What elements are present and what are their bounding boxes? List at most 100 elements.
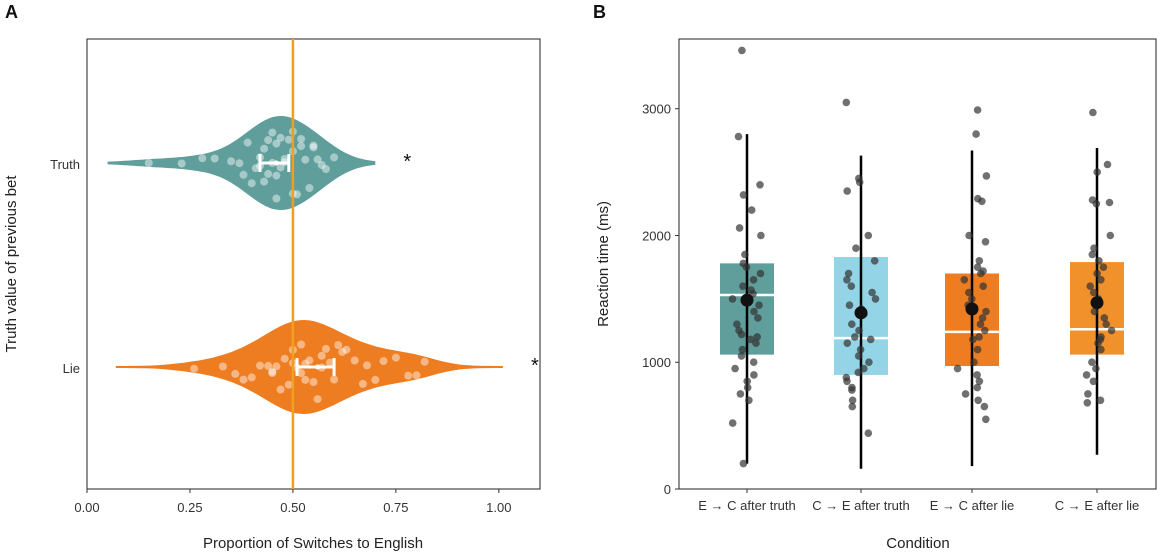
data-point-3-19 (1102, 320, 1110, 329)
mean-dot-1 (854, 306, 868, 320)
category-label-3: C → E after lie (1055, 498, 1140, 513)
violin-point-lie-6 (264, 361, 273, 370)
x-tick-label-3: 0.75 (383, 500, 408, 515)
data-point-3-1 (1103, 160, 1112, 169)
data-point-2-14 (968, 295, 976, 303)
data-point-2-7 (975, 257, 984, 265)
violin-point-lie-26 (371, 375, 380, 384)
data-point-0-4 (747, 206, 756, 214)
data-point-3-6 (1106, 231, 1115, 240)
data-point-0-1 (734, 132, 743, 141)
violin-point-lie-1 (218, 362, 227, 371)
panel-b-frame (678, 38, 1157, 490)
data-point-2-30 (980, 402, 989, 411)
data-point-0-6 (757, 231, 765, 240)
violin-point-lie-10 (280, 354, 289, 363)
data-point-1-17 (851, 333, 859, 341)
data-point-3-10 (1099, 263, 1108, 272)
violin-point-lie-33 (284, 380, 293, 389)
data-point-3-28 (1089, 377, 1098, 386)
panel-a-frame (86, 38, 541, 490)
data-point-0-16 (755, 301, 763, 310)
group-label-truth: Truth (50, 157, 80, 172)
mean-dot-0 (740, 293, 754, 307)
data-point-3-8 (1088, 250, 1097, 259)
violin-point-truth-25 (301, 155, 310, 164)
data-point-2-17 (978, 314, 987, 322)
data-point-3-31 (1083, 399, 1092, 407)
violin-point-truth-10 (260, 144, 269, 153)
data-point-2-27 (973, 383, 982, 392)
y-tick-label-0: 0 (664, 482, 671, 497)
mean-marker-truth (273, 160, 279, 166)
group-label-lie: Lie (63, 361, 80, 376)
violin-point-truth-27 (309, 143, 318, 152)
data-point-0-7 (741, 250, 749, 259)
data-point-3-25 (1088, 358, 1096, 367)
data-point-0-34 (728, 419, 737, 427)
violin-point-truth-28 (313, 155, 322, 164)
violin-point-truth-32 (264, 136, 273, 145)
violin-layer: * * 0.00 0.25 0.50 0.75 1.00 (74, 39, 539, 515)
violin-point-truth-2 (198, 154, 207, 163)
data-point-0-18 (754, 314, 762, 322)
data-point-0-15 (728, 295, 737, 303)
violin-point-truth-20 (284, 135, 293, 144)
violin-point-truth-17 (276, 133, 285, 142)
data-point-0-5 (735, 224, 744, 232)
data-point-1-29 (848, 396, 857, 405)
data-point-1-21 (854, 352, 863, 360)
violin-point-truth-35 (297, 142, 306, 151)
violin-point-lie-0 (190, 364, 199, 373)
data-point-0-3 (739, 191, 748, 199)
violin-point-lie-36 (334, 341, 343, 350)
data-point-1-4 (864, 231, 873, 240)
violin-point-truth-33 (272, 194, 281, 203)
panel-b-x-title: Condition (886, 535, 949, 552)
violin-point-lie-31 (420, 357, 429, 366)
data-point-2-10 (977, 269, 985, 278)
data-point-2-21 (969, 335, 977, 344)
data-point-2-29 (974, 396, 982, 405)
data-point-1-30 (848, 402, 857, 411)
significance-lie: * (531, 355, 539, 377)
data-point-1-22 (865, 358, 873, 367)
data-point-1-23 (860, 364, 868, 373)
violin-point-truth-11 (260, 177, 269, 186)
violin-point-lie-5 (256, 361, 264, 370)
violin-point-truth-15 (272, 139, 281, 148)
data-point-2-0 (973, 106, 982, 114)
violin-point-truth-30 (321, 165, 330, 173)
violin-point-truth-24 (297, 135, 306, 143)
data-point-1-3 (843, 187, 851, 195)
data-point-0-12 (739, 282, 747, 291)
data-point-2-19 (981, 326, 989, 335)
data-point-1-28 (848, 386, 856, 394)
data-point-1-8 (843, 276, 851, 284)
violin-point-lie-9 (276, 385, 285, 394)
x-tick-label-4: 1.00 (486, 500, 511, 515)
violin-point-lie-23 (342, 345, 351, 354)
violin-point-truth-1 (177, 159, 186, 168)
data-point-0-9 (742, 263, 751, 272)
violin-point-lie-27 (379, 357, 388, 366)
panel-a-y-title: Truth value of previous bet (3, 175, 20, 353)
y-tick-label-1: 1000 (642, 355, 671, 370)
violin-point-lie-39 (326, 358, 334, 367)
data-point-0-17 (750, 307, 758, 316)
violin-point-lie-30 (412, 371, 421, 380)
violin-point-lie-37 (363, 361, 371, 370)
y-tick-label-3: 3000 (642, 102, 671, 117)
data-point-0-28 (731, 364, 739, 373)
violin-point-truth-29 (317, 161, 326, 169)
data-point-0-24 (752, 339, 760, 348)
violin-point-lie-3 (239, 375, 248, 384)
data-point-1-24 (854, 368, 863, 377)
data-point-1-5 (852, 244, 860, 252)
violin-point-truth-6 (243, 138, 252, 147)
violin-point-truth-18 (276, 163, 285, 172)
mean-marker-lie (315, 364, 321, 370)
violin-point-truth-31 (330, 153, 339, 162)
violin-point-truth-7 (247, 179, 256, 188)
data-point-2-2 (982, 172, 991, 180)
